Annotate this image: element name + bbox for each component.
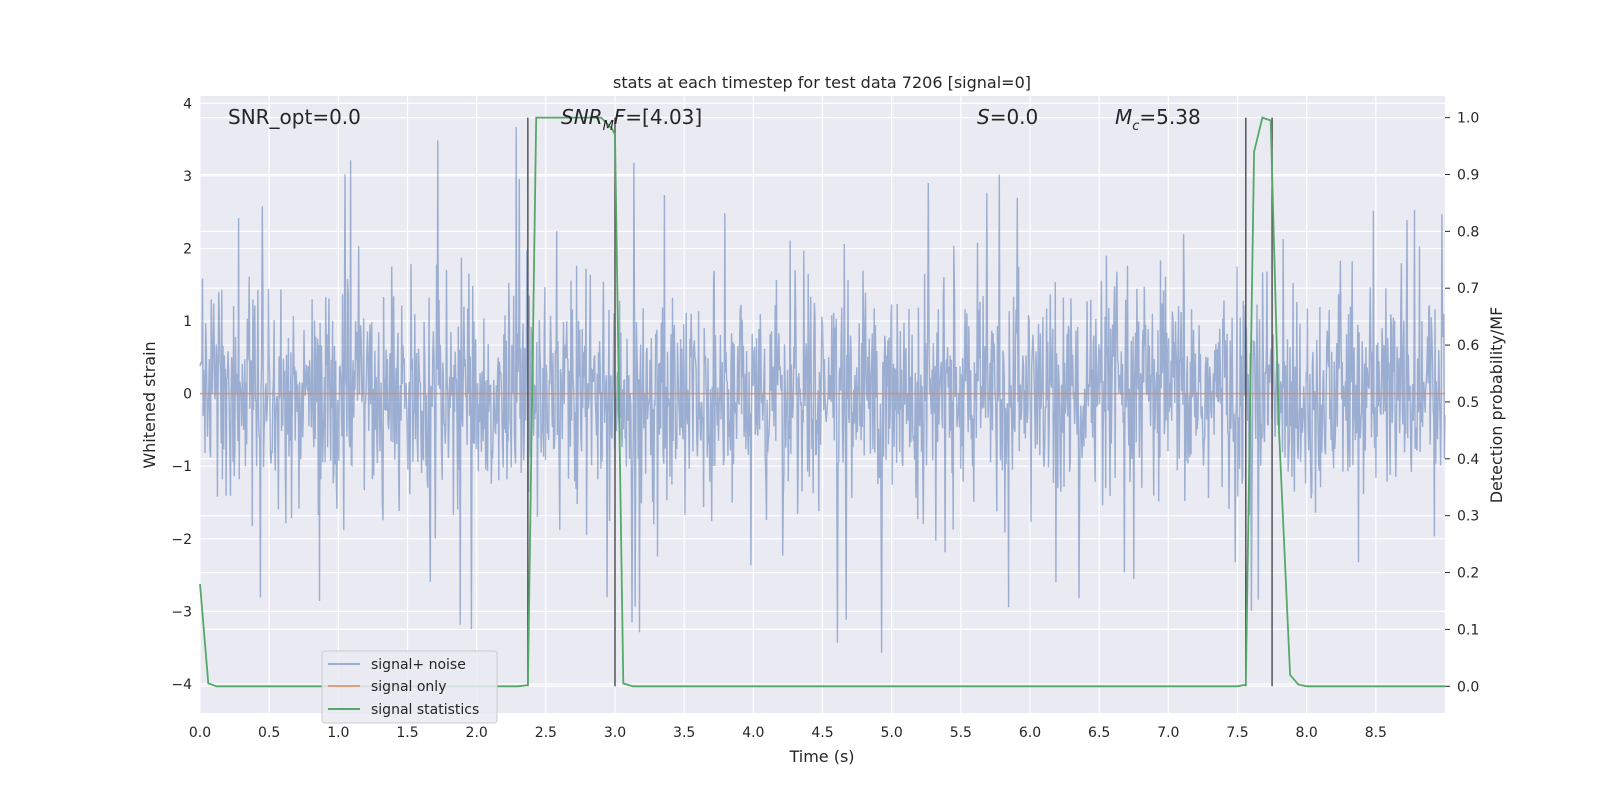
x-tick-label: 0.5 bbox=[258, 725, 280, 741]
y-tick-label: 4 bbox=[183, 96, 192, 112]
x-tick-label: 1.0 bbox=[327, 725, 349, 741]
y2-tick-label: 0.0 bbox=[1457, 679, 1479, 695]
line-signal-statistics bbox=[199, 116, 1445, 688]
y-tick-label: −4 bbox=[171, 677, 192, 693]
x-tick-label: 5.0 bbox=[881, 725, 903, 741]
y-tick-label: −1 bbox=[171, 459, 192, 475]
y-tick-label: 1 bbox=[183, 314, 192, 330]
chart-title: stats at each timestep for test data 720… bbox=[613, 73, 1031, 92]
series-signal-statistics bbox=[199, 116, 1445, 688]
detection-vertical-lines bbox=[527, 117, 1273, 687]
x-tick-label: 2.0 bbox=[466, 725, 488, 741]
y2-axis-label: Detection probability/MF bbox=[1487, 307, 1506, 504]
y2-tick-label: 0.5 bbox=[1457, 395, 1479, 411]
y2-tick-label: 0.1 bbox=[1457, 622, 1479, 638]
x-axis-ticks: 0.0 0.5 1.0 1.5 2.0 2.5 3.0 3.5 4.0 4.5 5.0 5.5 6.0 6… bbox=[189, 725, 1387, 741]
y-tick-label: −2 bbox=[171, 532, 192, 548]
legend: signal+ noise signal only signal statist… bbox=[321, 650, 498, 724]
y-tick-label: 2 bbox=[183, 241, 192, 257]
annotation-s-value: S=0.0 bbox=[977, 105, 1038, 129]
x-tick-label: 8.0 bbox=[1296, 725, 1318, 741]
x-tick-label: 6.0 bbox=[1019, 725, 1041, 741]
x-tick-label: 2.5 bbox=[535, 725, 557, 741]
x-tick-label: 8.5 bbox=[1365, 725, 1387, 741]
y-tick-label: 0 bbox=[183, 387, 192, 403]
y-axis-label: Whitened strain bbox=[140, 341, 159, 468]
x-tick-label: 5.5 bbox=[950, 725, 972, 741]
x-tick-label: 7.0 bbox=[1157, 725, 1179, 741]
annotation-mc-value: Mc=5.38 bbox=[1115, 105, 1201, 134]
y2-tick-label: 0.4 bbox=[1457, 452, 1479, 468]
series-signal-noise bbox=[199, 126, 1446, 653]
x-tick-label: 7.5 bbox=[1226, 725, 1248, 741]
legend-label-signal-statistics: signal statistics bbox=[371, 702, 479, 718]
y2-tick-label: 0.8 bbox=[1457, 224, 1479, 240]
x-tick-label: 4.0 bbox=[742, 725, 764, 741]
legend-label-signal-noise: signal+ noise bbox=[371, 657, 466, 673]
x-tick-label: 1.5 bbox=[396, 725, 418, 741]
x-axis-label: Time (s) bbox=[788, 747, 854, 766]
x-tick-label: 4.5 bbox=[811, 725, 833, 741]
y2-axis-ticks: 0.0 0.1 0.2 0.3 0.4 0.5 0.6 0.7 0.8 0.9 1.0 bbox=[1445, 111, 1479, 695]
y2-tick-label: 0.6 bbox=[1457, 338, 1479, 354]
y2-tick-label: 0.9 bbox=[1457, 167, 1479, 183]
legend-label-signal-only: signal only bbox=[371, 679, 446, 695]
annotation-snr-mf: SNRMF=[4.03] bbox=[561, 105, 702, 134]
x-tick-label: 3.5 bbox=[673, 725, 695, 741]
y2-tick-label: 0.2 bbox=[1457, 566, 1479, 582]
y-tick-label: 3 bbox=[183, 169, 192, 185]
legend-box bbox=[321, 650, 498, 724]
x-tick-label: 6.5 bbox=[1088, 725, 1110, 741]
line-signal-noise bbox=[199, 126, 1446, 653]
annotation-snr-opt: SNR_opt=0.0 bbox=[228, 105, 361, 129]
y-axis-ticks: −4 −3 −2 −1 0 1 2 3 4 bbox=[171, 96, 192, 693]
y-tick-label: −3 bbox=[171, 604, 192, 620]
y2-tick-label: 1.0 bbox=[1457, 111, 1479, 127]
y2-tick-label: 0.3 bbox=[1457, 509, 1479, 525]
x-tick-label: 3.0 bbox=[604, 725, 626, 741]
y2-tick-label: 0.7 bbox=[1457, 281, 1479, 297]
x-tick-label: 0.0 bbox=[189, 725, 211, 741]
